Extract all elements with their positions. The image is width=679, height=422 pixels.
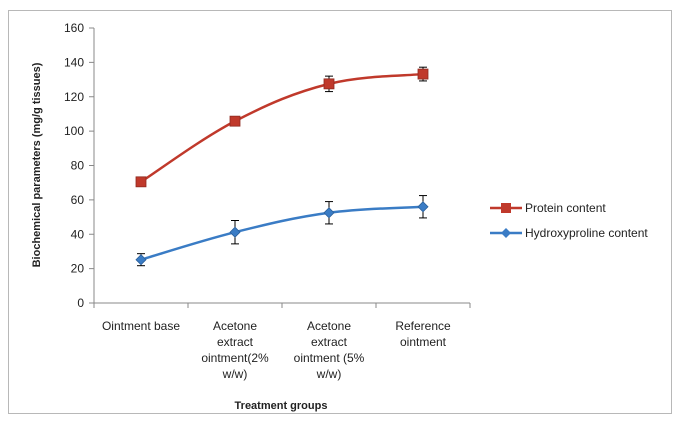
y-tick-label: 40 xyxy=(71,227,85,241)
x-tick-label: Reference ointment xyxy=(395,319,451,349)
y-tick-label: 100 xyxy=(64,124,84,138)
y-tick-label: 160 xyxy=(64,21,84,35)
legend-label: Hydroxyproline content xyxy=(525,226,648,240)
data-point xyxy=(417,68,429,80)
x-axis-title: Treatment groups xyxy=(235,400,328,412)
x-tick-label: Acetone extract ointment(2% w/w) xyxy=(201,319,269,381)
y-tick-label: 0 xyxy=(77,296,84,310)
legend-marker xyxy=(501,228,511,238)
data-point xyxy=(323,78,335,90)
y-tick-label: 20 xyxy=(71,262,85,276)
y-tick-label: 80 xyxy=(71,159,85,173)
legend-item: Protein content xyxy=(490,201,606,215)
y-axis-title: Biochemical parameters (mg/g tissues) xyxy=(31,62,43,267)
data-point xyxy=(417,201,429,213)
series-line xyxy=(140,72,424,183)
data-point xyxy=(229,115,241,127)
data-point xyxy=(323,207,335,219)
x-tick-label: Ointment base xyxy=(102,319,180,333)
legend-label: Protein content xyxy=(525,201,606,215)
legend-item: Hydroxyproline content xyxy=(490,226,648,240)
y-tick-label: 60 xyxy=(71,193,85,207)
series-line xyxy=(140,205,424,261)
y-tick-label: 140 xyxy=(64,55,84,69)
x-tick-label: Acetone extract ointment (5% w/w) xyxy=(294,319,365,381)
data-point xyxy=(135,176,147,188)
y-tick-label: 120 xyxy=(64,90,84,104)
data-point xyxy=(135,254,147,266)
legend-marker xyxy=(501,203,511,213)
data-point xyxy=(229,226,241,238)
series-0 xyxy=(135,66,429,188)
series-1 xyxy=(135,195,429,267)
